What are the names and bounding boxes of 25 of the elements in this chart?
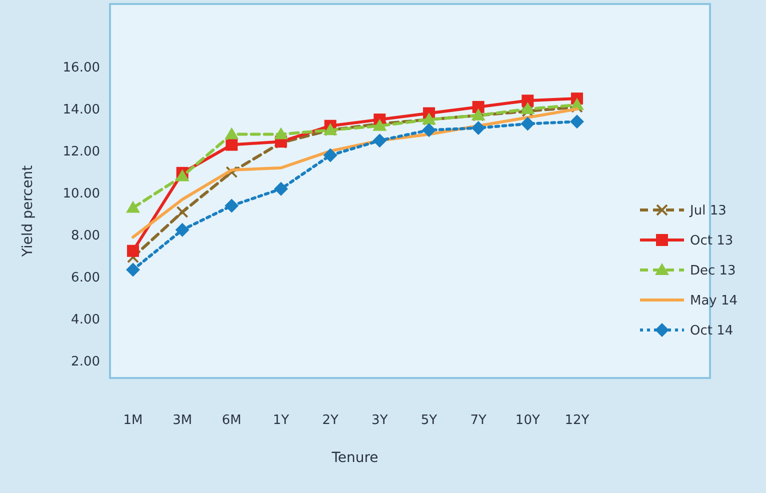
- y-tick-label: 10.00: [62, 186, 100, 202]
- y-tick-label: 6.00: [71, 270, 100, 286]
- legend-label: Oct 13: [690, 234, 734, 249]
- y-tick-label: 4.00: [71, 312, 100, 328]
- x-tick-label: 12Y: [564, 413, 590, 428]
- x-tick-label: 5Y: [420, 413, 438, 428]
- y-tick-label: 14.00: [62, 102, 100, 118]
- x-tick-label: 10Y: [515, 413, 540, 428]
- y-tick-label: 2.00: [71, 354, 100, 370]
- legend-label: Jul 13: [689, 204, 726, 219]
- x-tick-label: 3Y: [372, 413, 388, 428]
- x-axis-title: Tenure: [330, 450, 378, 466]
- x-tick-label: 6M: [222, 413, 242, 428]
- legend-label: Dec 13: [690, 264, 736, 279]
- x-tick-label: 7Y: [470, 413, 486, 428]
- legend-label: Oct 14: [690, 324, 734, 339]
- y-axis-title: Yield percent: [20, 164, 36, 258]
- legend-label: May 14: [690, 294, 738, 309]
- y-tick-label: 12.00: [62, 144, 100, 160]
- x-tick-label: 2Y: [322, 413, 338, 428]
- x-tick-label: 1Y: [272, 413, 290, 428]
- x-tick-label: 3M: [172, 413, 192, 428]
- y-tick-label: 16.00: [62, 60, 100, 76]
- y-tick-label: 8.00: [71, 228, 100, 244]
- x-tick-label: 1M: [123, 413, 143, 428]
